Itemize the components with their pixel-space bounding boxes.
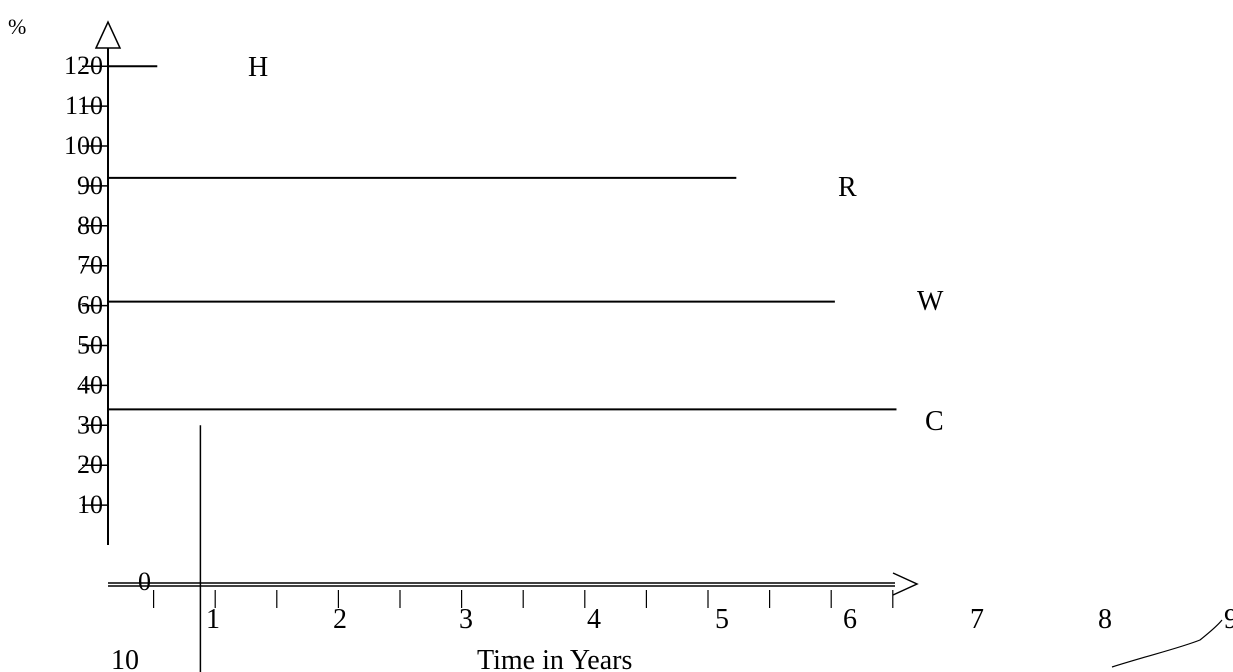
y-axis-arrow-icon — [94, 20, 122, 49]
x-tick-label: 2 — [333, 604, 347, 635]
hand-drawn-stroke — [1111, 619, 1223, 668]
series-label-w: W — [917, 286, 944, 317]
x-tick-label: 5 — [715, 604, 729, 635]
origin-label: 0 — [138, 567, 151, 596]
series-lines: H R W C — [108, 52, 944, 437]
series-label-c: C — [925, 406, 944, 437]
x-tick-label: 8 — [1098, 604, 1112, 635]
x-axis-label: Time in Years — [477, 645, 632, 672]
x-axis-arrow-icon — [892, 572, 919, 596]
x-tick-label: 3 — [459, 604, 473, 635]
y-axis-unit: % — [8, 14, 26, 39]
x-tick-label: 9 — [1224, 604, 1233, 635]
x-tick-label: 1 — [206, 604, 220, 635]
x-tick-label: 6 — [843, 604, 857, 635]
x-tick-label: 7 — [970, 604, 984, 635]
series-label-h: H — [248, 52, 268, 83]
x-tick-label: 10 — [111, 645, 139, 672]
x-tick-marks: 1 2 3 4 5 6 7 8 9 10 — [111, 590, 1233, 672]
x-tick-label: 4 — [587, 604, 601, 635]
series-label-r: R — [838, 172, 857, 203]
